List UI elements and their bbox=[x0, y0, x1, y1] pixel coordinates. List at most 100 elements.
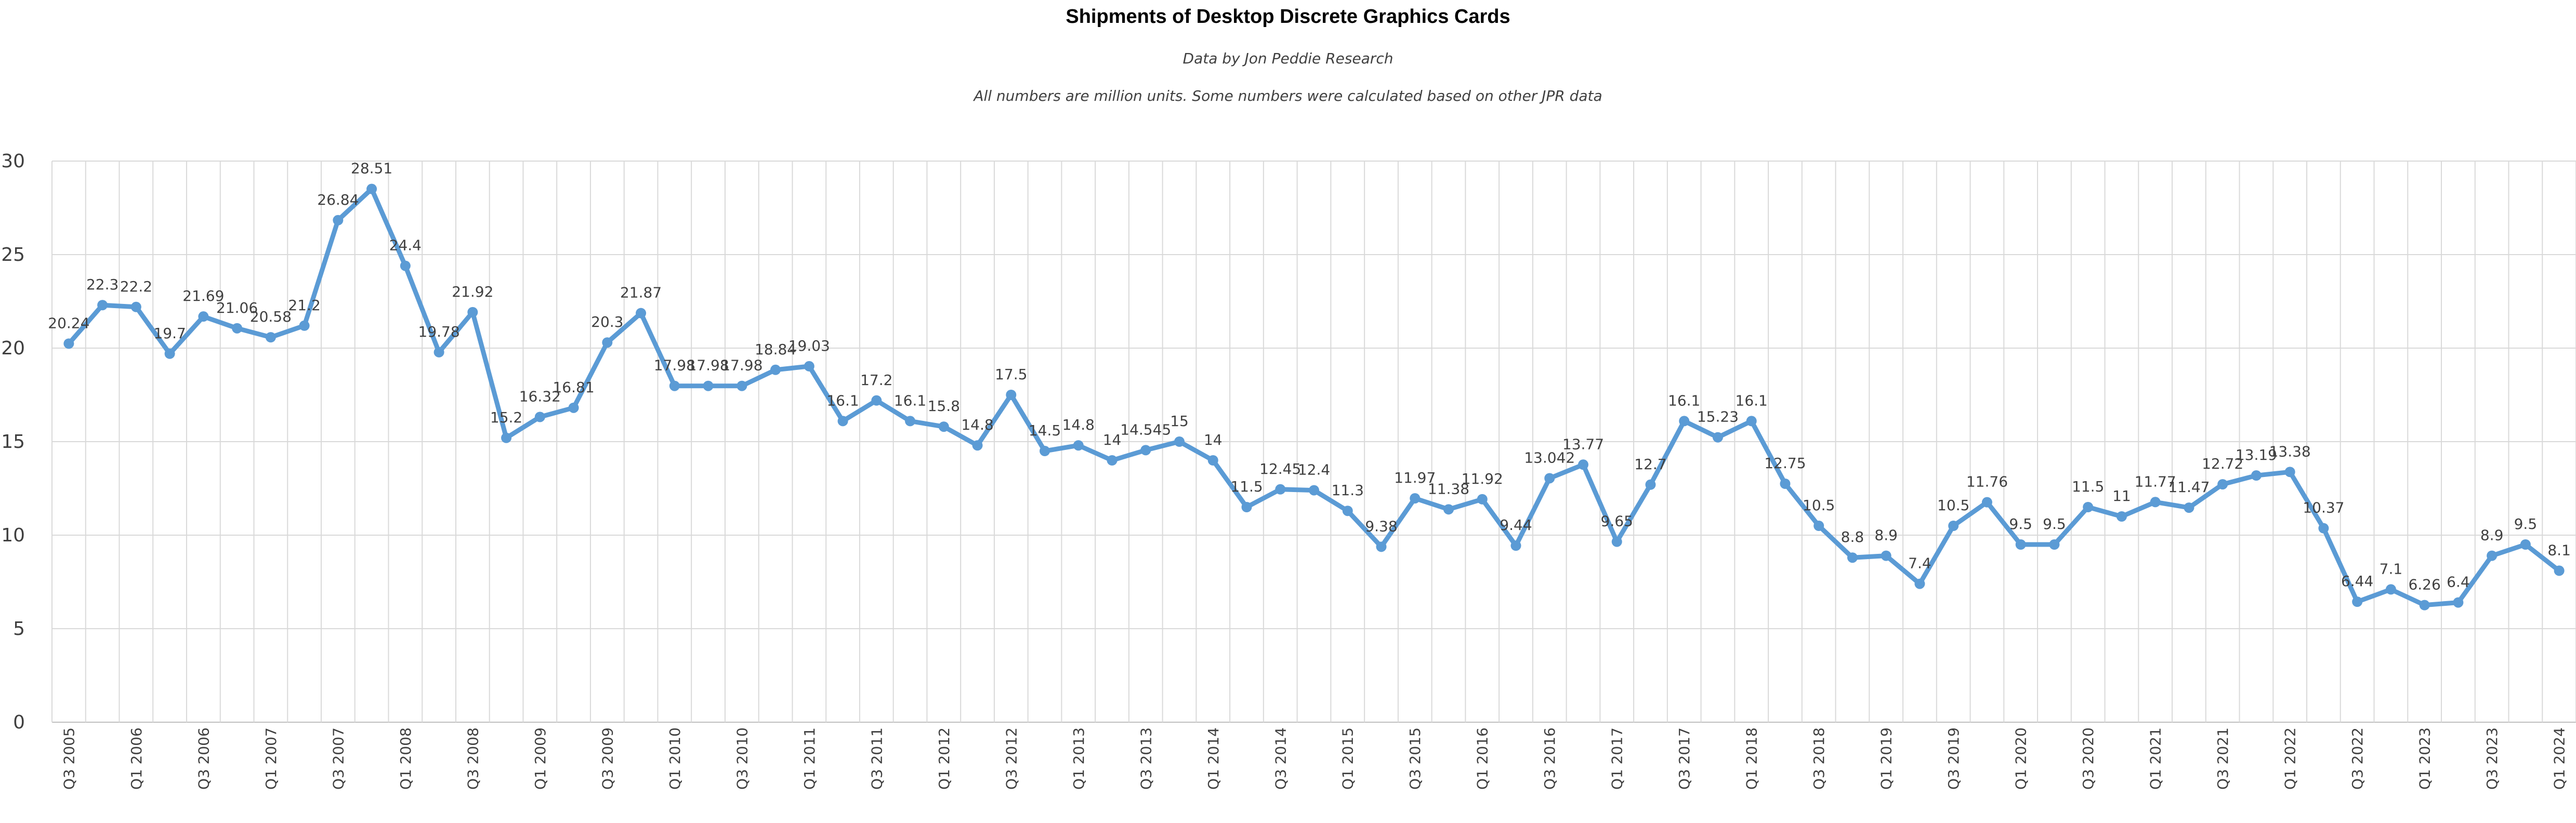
data-point bbox=[568, 402, 579, 413]
data-point bbox=[1073, 440, 1084, 451]
x-tick-label: Q1 2022 bbox=[2282, 727, 2299, 790]
data-label: 14.8 bbox=[1062, 416, 1095, 433]
data-point bbox=[2116, 511, 2127, 522]
data-label: 11.77 bbox=[2135, 473, 2176, 490]
data-label: 17.98 bbox=[687, 357, 729, 374]
data-label: 7.4 bbox=[1908, 555, 1931, 572]
data-point bbox=[433, 347, 444, 357]
data-label: 9.38 bbox=[1365, 517, 1397, 535]
data-point bbox=[366, 183, 377, 194]
x-tick-label: Q1 2014 bbox=[1205, 727, 1222, 790]
data-label: 12.4 bbox=[1298, 461, 1330, 479]
data-point bbox=[1006, 390, 1017, 400]
data-point bbox=[1847, 552, 1858, 563]
y-tick-label: 30 bbox=[1, 151, 25, 172]
x-tick-label: Q1 2007 bbox=[262, 727, 280, 790]
data-label: 9.5 bbox=[2043, 515, 2066, 533]
data-point bbox=[1611, 536, 1622, 547]
x-tick-label: Q3 2023 bbox=[2483, 727, 2501, 790]
x-tick-label: Q1 2017 bbox=[1609, 727, 1626, 790]
data-label: 14 bbox=[1204, 431, 1223, 448]
data-label: 11.92 bbox=[1462, 470, 1503, 487]
data-point bbox=[63, 338, 74, 349]
data-label: 11.5 bbox=[1230, 478, 1263, 495]
data-label: 8.9 bbox=[1874, 527, 1898, 544]
data-point bbox=[938, 421, 949, 432]
data-point bbox=[1309, 485, 1319, 496]
x-tick-label: Q1 2023 bbox=[2416, 727, 2434, 790]
data-point bbox=[2487, 550, 2498, 561]
x-tick-label: Q1 2019 bbox=[1878, 727, 1895, 790]
x-tick-label: Q3 2015 bbox=[1407, 727, 1424, 790]
y-tick-label: 10 bbox=[1, 525, 25, 546]
data-label: 14 bbox=[1103, 431, 1122, 448]
data-label: 26.84 bbox=[317, 191, 359, 208]
x-tick-label: Q3 2014 bbox=[1272, 727, 1289, 790]
data-point bbox=[2419, 600, 2430, 610]
data-label: 8.8 bbox=[1841, 528, 1864, 546]
data-point bbox=[1376, 541, 1387, 552]
x-tick-label: Q1 2012 bbox=[936, 727, 953, 790]
data-point bbox=[2217, 479, 2228, 490]
data-label: 11.76 bbox=[1966, 473, 2008, 490]
data-point bbox=[164, 348, 175, 359]
data-label: 16.32 bbox=[519, 388, 561, 405]
data-label: 17.98 bbox=[654, 357, 695, 374]
x-tick-label: Q1 2006 bbox=[128, 727, 145, 790]
x-tick-label: Q1 2010 bbox=[666, 727, 684, 790]
x-tick-label: Q1 2009 bbox=[532, 727, 549, 790]
x-tick-label: Q1 2018 bbox=[1743, 727, 1760, 790]
data-label: 11.38 bbox=[1428, 480, 1469, 497]
x-tick-label: Q3 2017 bbox=[1676, 727, 1693, 790]
data-label: 16.1 bbox=[826, 392, 859, 409]
data-label: 15 bbox=[1170, 413, 1189, 430]
data-label: 16.1 bbox=[1668, 392, 1700, 409]
data-point bbox=[1410, 493, 1421, 504]
data-label: 12.7 bbox=[1634, 456, 1666, 473]
data-label: 24.4 bbox=[389, 237, 422, 254]
x-tick-label: Q1 2008 bbox=[397, 727, 414, 790]
data-point bbox=[1645, 479, 1656, 490]
data-point bbox=[130, 301, 141, 312]
data-point bbox=[2520, 539, 2531, 550]
data-point bbox=[2284, 467, 2295, 477]
data-label: 15.23 bbox=[1697, 408, 1739, 426]
data-label: 21.06 bbox=[216, 299, 258, 316]
data-label: 18.84 bbox=[755, 341, 796, 358]
data-point bbox=[1174, 436, 1185, 447]
data-point bbox=[2049, 539, 2060, 550]
data-point bbox=[1443, 504, 1454, 515]
y-axis-ticks: 0 5 10 15 20 25 30 bbox=[1, 151, 25, 733]
data-point bbox=[703, 380, 714, 391]
data-label: 15.8 bbox=[928, 397, 960, 415]
series-line bbox=[66, 187, 2562, 608]
x-tick-label: Q3 2019 bbox=[1945, 727, 1962, 790]
data-label: 20.58 bbox=[250, 308, 292, 325]
x-tick-label: Q3 2013 bbox=[1137, 727, 1154, 790]
data-point bbox=[2251, 470, 2262, 481]
data-label: 22.2 bbox=[120, 278, 152, 295]
data-point bbox=[1780, 479, 1791, 489]
x-tick-label: Q1 2015 bbox=[1339, 727, 1357, 790]
data-point bbox=[2352, 596, 2363, 607]
data-point bbox=[265, 332, 276, 343]
y-tick-label: 5 bbox=[13, 618, 25, 640]
data-point bbox=[1679, 416, 1690, 427]
data-label: 20.3 bbox=[591, 313, 623, 330]
data-point bbox=[1981, 497, 1992, 508]
data-point bbox=[2385, 584, 2396, 595]
data-point bbox=[97, 300, 108, 311]
data-point bbox=[737, 380, 747, 391]
data-label: 16.1 bbox=[894, 392, 926, 409]
data-label: 14.5 bbox=[1029, 422, 1061, 439]
x-tick-label: Q3 2012 bbox=[1003, 727, 1020, 790]
data-point bbox=[1107, 455, 1118, 466]
data-label: 9.44 bbox=[1500, 516, 1532, 534]
data-point bbox=[299, 320, 310, 331]
data-label: 11.5 bbox=[2072, 478, 2104, 495]
data-label: 11.3 bbox=[1332, 482, 1364, 499]
data-point bbox=[804, 361, 814, 371]
data-label: 7.1 bbox=[2380, 560, 2403, 577]
data-label: 8.9 bbox=[2480, 527, 2504, 544]
data-point bbox=[501, 432, 512, 443]
